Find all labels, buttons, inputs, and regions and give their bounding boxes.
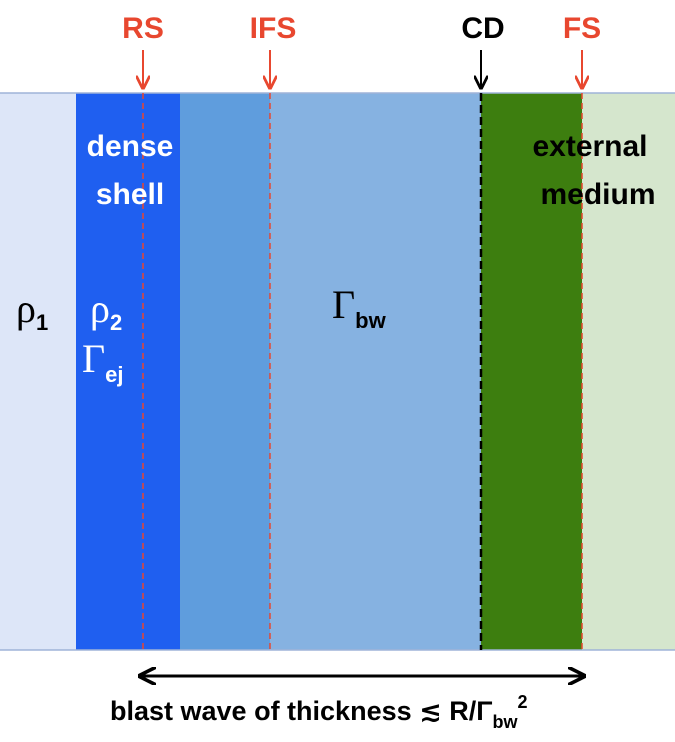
marker-label: RS [122,12,164,45]
region-label: external [532,130,647,163]
density-label: ρ2 [90,286,122,335]
caption-text: blast wave of thickness ≲ R/Γ [110,696,492,726]
subscript: 1 [36,310,48,335]
marker-label: CD [461,12,504,45]
symbol: ρ [90,286,110,331]
region-label: medium [540,178,655,211]
caption-subscript: bw [492,712,518,732]
marker-label: FS [563,12,601,45]
region-shocked-medium [481,93,582,650]
symbol: ρ [16,286,36,331]
subscript: bw [355,308,386,333]
symbol: Γ [332,282,355,327]
lorentz-label: Γej [82,336,123,387]
caption: blast wave of thickness ≲ R/Γbw2 [110,692,528,732]
region-label: dense [87,130,174,163]
region-blast-wave [270,93,481,650]
lorentz-label: Γbw [332,282,387,333]
region-label: shell [96,178,164,211]
region-ejecta [0,93,76,650]
marker-label: IFS [250,12,297,45]
region-dense-shell [76,93,180,650]
region-external-medium [582,93,675,650]
caption-superscript: 2 [517,692,527,712]
region-shocked-shell [180,93,270,650]
subscript: 2 [110,310,122,335]
subscript: ej [105,362,123,387]
symbol: Γ [82,336,105,381]
density-label: ρ1 [16,286,48,335]
